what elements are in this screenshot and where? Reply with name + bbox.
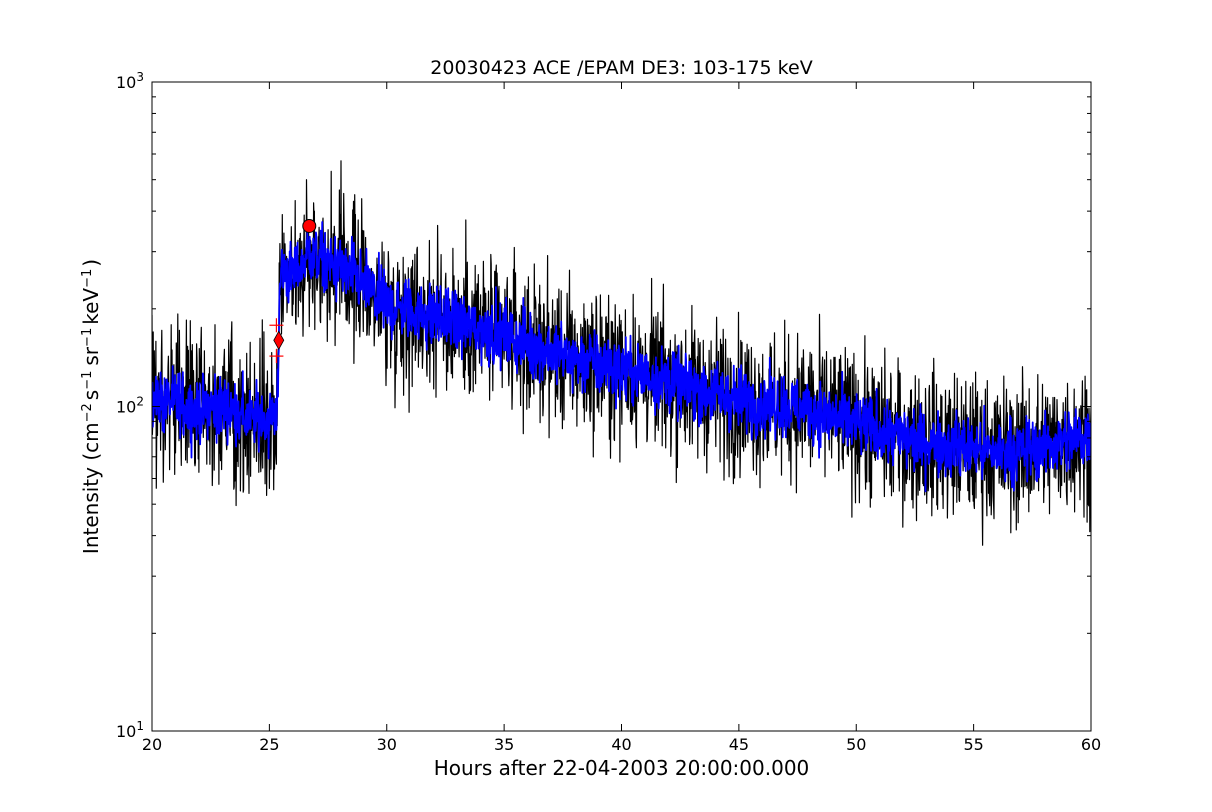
y-tick-exp: 3 [136,70,144,84]
x-tick-label: 60 [1081,735,1101,754]
y-tick-exp: 2 [136,395,144,409]
y-label-part-c: sr [79,346,103,365]
x-tick-label: 25 [259,735,279,754]
y-tick-exp: 1 [136,719,144,733]
y-tick-base: 10 [116,398,136,417]
y-axis-label: Intensity (cm−2s−1sr−1keV−1) [79,259,103,554]
y-tick-label: 103 [116,70,144,92]
y-label-part-b: s [79,390,103,400]
marker-circle [302,218,317,233]
marker-layer [269,218,317,364]
marker-plus [269,318,284,333]
x-tick-label: 20 [142,735,162,754]
x-tick-label: 55 [963,735,983,754]
y-label-sup-c: −1 [80,328,95,347]
y-tick-label: 102 [116,395,144,417]
x-tick-label: 45 [729,735,749,754]
y-label-part-d: keV [79,288,103,325]
marker-diamond [273,330,285,351]
x-tick-label: 50 [846,735,866,754]
series-line-1 [152,221,1091,493]
y-label-sup-a: −2 [80,403,95,422]
y-tick-base: 10 [116,73,136,92]
y-label-sup-d: −1 [80,269,95,288]
x-axis-label: Hours after 22-04-2003 20:00:00.000 [434,756,810,780]
y-tick-base: 10 [116,722,136,741]
marker-plus [269,349,284,364]
x-tick-label: 40 [611,735,631,754]
y-label-part-e: ) [79,259,103,267]
y-label-part-a: Intensity (cm [79,422,103,554]
y-label-sup-b: −1 [80,371,95,390]
y-tick-label: 101 [116,719,144,741]
x-tick-label: 35 [494,735,514,754]
x-tick-label: 30 [377,735,397,754]
chart-title: 20030423 ACE /EPAM DE3: 103-175 keV [430,57,812,79]
